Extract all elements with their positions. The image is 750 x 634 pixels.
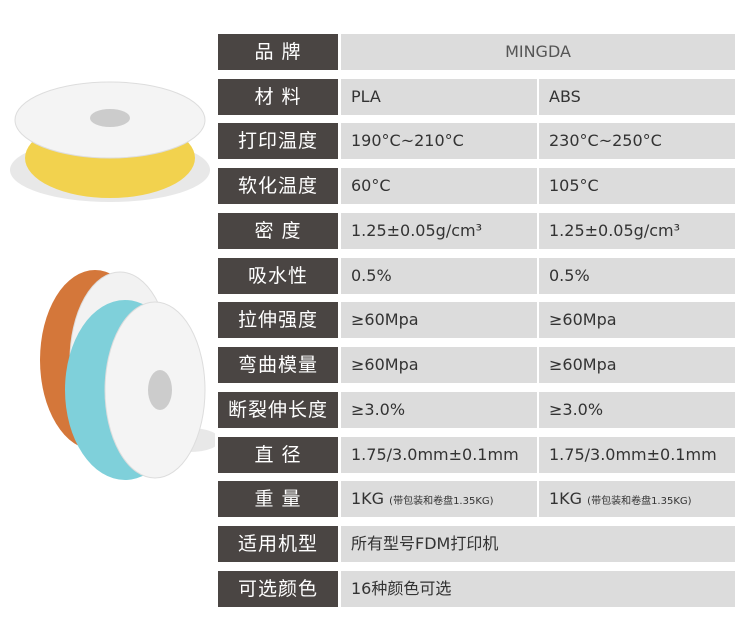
row-label: 软化温度: [218, 168, 338, 204]
row-label: 弯曲模量: [218, 347, 338, 383]
spec-row-water-absorption: 吸水性 0.5% 0.5%: [218, 258, 735, 294]
spec-row-compatible-printers: 适用机型 所有型号FDM打印机: [218, 526, 735, 562]
row-label: 品 牌: [218, 34, 338, 70]
spec-row-tensile-strength: 拉伸强度 ≥60Mpa ≥60Mpa: [218, 302, 735, 338]
spec-row-brand: 品 牌 MINGDA: [218, 34, 735, 70]
abs-value: ≥3.0%: [539, 392, 735, 428]
spec-row-density: 密 度 1.25±0.05g/cm³ 1.25±0.05g/cm³: [218, 213, 735, 249]
spec-row-diameter: 直 径 1.75/3.0mm±0.1mm 1.75/3.0mm±0.1mm: [218, 437, 735, 473]
row-label: 密 度: [218, 213, 338, 249]
row-label: 打印温度: [218, 123, 338, 159]
pla-value: 1.25±0.05g/cm³: [341, 213, 537, 249]
abs-value: ABS: [539, 79, 735, 115]
abs-value: ≥60Mpa: [539, 347, 735, 383]
spec-row-colors: 可选颜色 16种颜色可选: [218, 571, 735, 607]
row-label: 断裂伸长度: [218, 392, 338, 428]
blue-spool: [65, 300, 215, 480]
abs-value: 105°C: [539, 168, 735, 204]
row-label: 拉伸强度: [218, 302, 338, 338]
spec-row-weight: 重 量 1KG (带包装和卷盘1.35KG) 1KG (带包装和卷盘1.35KG…: [218, 481, 735, 517]
brand-value: MINGDA: [341, 34, 735, 70]
abs-value: ≥60Mpa: [539, 302, 735, 338]
pla-value: 1KG (带包装和卷盘1.35KG): [341, 481, 537, 517]
yellow-spool: [10, 81, 210, 202]
pla-value: ≥60Mpa: [341, 302, 537, 338]
spec-row-elongation: 断裂伸长度 ≥3.0% ≥3.0%: [218, 392, 735, 428]
weight-note: (带包装和卷盘1.35KG): [587, 496, 692, 507]
weight: 1KG: [351, 489, 385, 508]
row-label: 重 量: [218, 481, 338, 517]
spec-row-material: 材 料 PLA ABS: [218, 79, 735, 115]
pla-value: 0.5%: [341, 258, 537, 294]
weight-note: (带包装和卷盘1.35KG): [389, 496, 494, 507]
abs-value: 0.5%: [539, 258, 735, 294]
pla-value: ≥3.0%: [341, 392, 537, 428]
row-label: 适用机型: [218, 526, 338, 562]
pla-value: 1.75/3.0mm±0.1mm: [341, 437, 537, 473]
abs-value: 1.25±0.05g/cm³: [539, 213, 735, 249]
colors-value: 16种颜色可选: [341, 571, 735, 607]
abs-value: 230°C~250°C: [539, 123, 735, 159]
row-label: 吸水性: [218, 258, 338, 294]
pla-value: 60°C: [341, 168, 537, 204]
row-label: 直 径: [218, 437, 338, 473]
spec-row-flexural-modulus: 弯曲模量 ≥60Mpa ≥60Mpa: [218, 347, 735, 383]
abs-value: 1.75/3.0mm±0.1mm: [539, 437, 735, 473]
pla-value: PLA: [341, 79, 537, 115]
pla-value: ≥60Mpa: [341, 347, 537, 383]
pla-value: 190°C~210°C: [341, 123, 537, 159]
spec-row-print-temp: 打印温度 190°C~210°C 230°C~250°C: [218, 123, 735, 159]
spec-row-softening-temp: 软化温度 60°C 105°C: [218, 168, 735, 204]
row-label: 材 料: [218, 79, 338, 115]
abs-value: 1KG (带包装和卷盘1.35KG): [539, 481, 735, 517]
filament-spools-image: [10, 81, 215, 480]
compatible-value: 所有型号FDM打印机: [341, 526, 735, 562]
row-label: 可选颜色: [218, 571, 338, 607]
weight: 1KG: [549, 489, 583, 508]
